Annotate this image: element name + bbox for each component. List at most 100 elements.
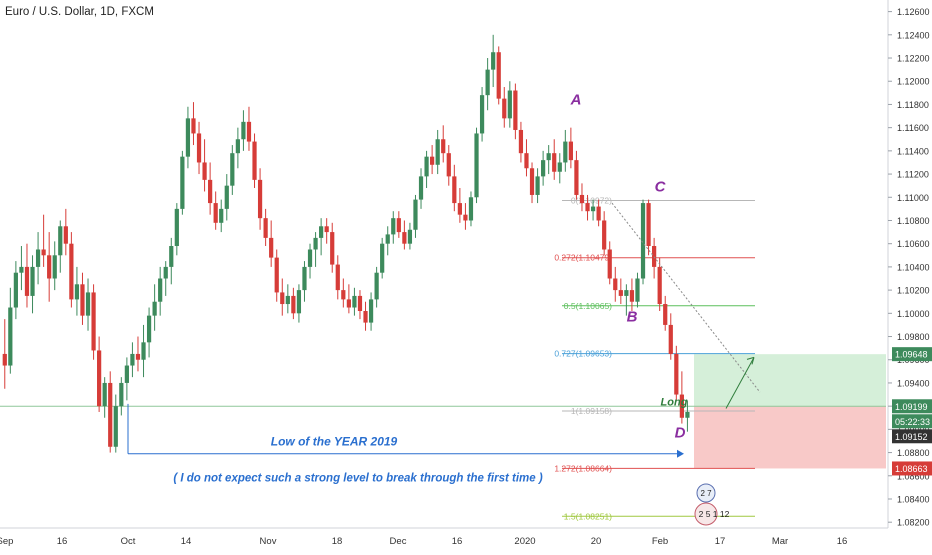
candle-body — [291, 295, 296, 314]
candle-body — [507, 90, 512, 119]
candle-body — [502, 98, 507, 119]
candle-body — [224, 185, 229, 209]
candle-body — [646, 203, 651, 247]
candle-body — [208, 179, 213, 204]
candle-body — [391, 218, 396, 235]
candle-body — [579, 194, 585, 204]
candle-body — [685, 411, 690, 418]
candle-body — [191, 118, 196, 134]
candle-body — [74, 284, 80, 300]
candle-body — [169, 246, 174, 267]
price-tick-label: 1.10000 — [897, 309, 930, 319]
candle-body — [374, 272, 379, 300]
price-tick-label: 1.11000 — [897, 193, 929, 203]
fib-level-label: 1.5(1.08251) — [564, 511, 612, 521]
candles — [2, 34, 690, 453]
candle-body — [496, 52, 501, 99]
price-badge-label: 1.08663 — [895, 464, 928, 474]
price-badge — [892, 429, 932, 444]
candle-body — [629, 290, 635, 302]
price-badge-label: 05:22:33 — [895, 417, 930, 427]
candle-body — [158, 278, 163, 302]
price-tick-label: 1.08600 — [897, 471, 930, 481]
candle-body — [652, 246, 657, 267]
candle-body — [457, 203, 462, 215]
candle-body — [135, 353, 141, 360]
candle-body — [568, 141, 573, 161]
candle-body — [574, 160, 579, 195]
price-badge — [892, 414, 932, 429]
candle-body — [491, 52, 496, 70]
candle-body — [335, 264, 340, 291]
candle-body — [396, 218, 401, 233]
time-tick-label: Mar — [772, 536, 788, 547]
time-tick-label: Oct — [121, 536, 136, 547]
price-tick-label: 1.11800 — [897, 100, 929, 110]
price-tick-label: 1.10200 — [897, 286, 930, 296]
price-tick-label: 1.10800 — [897, 216, 930, 226]
candle-body — [19, 266, 24, 273]
time-tick-label: 16 — [57, 536, 68, 547]
candle-body — [91, 292, 96, 351]
chart-title: Euro / U.S. Dollar, 1D, FXCM — [5, 6, 154, 18]
low-of-year-label: Low of the YEAR 2019 — [271, 435, 398, 449]
price-tick-label: 1.10600 — [897, 239, 930, 249]
candle-body — [196, 133, 202, 163]
target-arrow — [725, 357, 755, 409]
candle-body — [424, 156, 429, 177]
candle-body — [2, 353, 7, 366]
fib-level-label: 0.5(1.10065) — [564, 301, 612, 311]
candle-body — [97, 350, 102, 407]
fibonacci-levels: 0(1.10972) 0.272(1.10479) 0.5(1.10065) 0.72… — [554, 196, 755, 521]
fib-level-label: 0.272(1.10479) — [554, 253, 612, 263]
candle-body — [463, 214, 468, 221]
candle-body — [8, 307, 13, 366]
fib-level-label: 0.727(1.09653) — [554, 349, 612, 359]
price-badge — [892, 461, 932, 476]
wave-label-b: B — [627, 308, 638, 325]
candle-body — [413, 199, 418, 230]
time-tick-label: 16 — [452, 536, 463, 547]
time-tick-label: 17 — [715, 536, 726, 547]
candle-body — [346, 299, 351, 308]
candle-body — [296, 290, 302, 314]
candle-body — [202, 162, 207, 180]
candle-body — [246, 121, 252, 142]
candle-body — [668, 324, 673, 354]
candle-body — [380, 243, 385, 273]
candle-body — [146, 315, 152, 343]
candle-body — [624, 290, 629, 296]
candle-body — [613, 278, 618, 291]
candle-body — [585, 203, 590, 212]
candle-body — [563, 141, 568, 163]
price-tick-label: 1.08400 — [897, 494, 930, 504]
candle-body — [235, 139, 240, 154]
candle-body — [546, 153, 551, 161]
price-tick-label: 1.12000 — [897, 77, 930, 87]
wave-label-a: A — [570, 91, 582, 108]
time-tick-label: Feb — [652, 536, 668, 547]
candle-body — [285, 295, 290, 305]
candle-body — [102, 382, 107, 407]
candle-body — [541, 160, 546, 177]
candle-body — [219, 208, 224, 223]
candle-body — [30, 266, 35, 296]
candle-body — [274, 257, 279, 293]
candle-body — [513, 90, 518, 130]
candle-body — [407, 229, 413, 244]
candle-body — [163, 266, 168, 279]
candle-body — [479, 95, 485, 134]
candle-body — [363, 310, 368, 323]
fib-level-label: 0(1.10972) — [571, 196, 612, 206]
candle-body — [635, 278, 640, 302]
candle-body — [108, 382, 113, 447]
fib-level-label: 1(1.09158) — [571, 406, 612, 416]
time-tick-label: 18 — [332, 536, 343, 547]
candle-body — [446, 153, 451, 177]
candle-body — [13, 272, 18, 308]
candle-body — [80, 284, 85, 316]
price-badge — [892, 347, 932, 362]
candle-body — [119, 382, 124, 407]
